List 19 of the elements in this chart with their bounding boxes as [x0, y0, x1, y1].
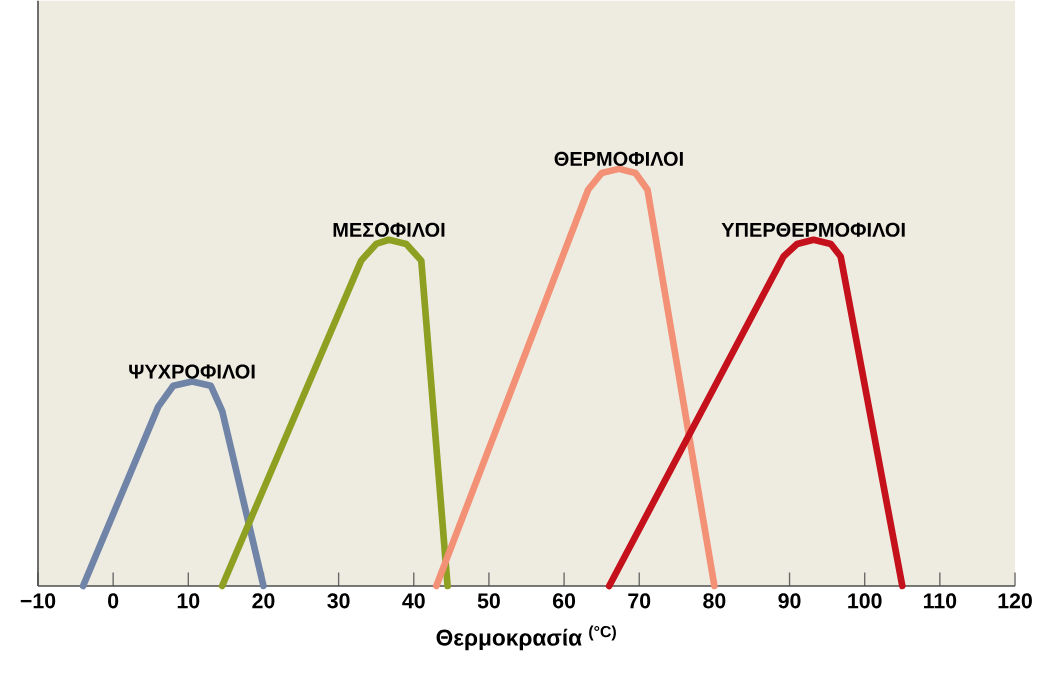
series-label: ΥΠΕΡΘΕΡΜΟΦΙΛΟΙ	[721, 222, 905, 237]
series-label: ΜΕΣΟΦΙΛΟΙ	[333, 222, 445, 237]
x-axis-title: Θερμοκρασία $^{(°C)}$	[436, 625, 616, 651]
x-tick-label: 60	[552, 593, 576, 609]
x-tick-label: 100	[848, 593, 882, 609]
series-label: ΨΥΧΡΟΦΙΛΟΙ	[129, 364, 255, 379]
x-tick-label: −10	[20, 593, 56, 609]
x-tick-label: 0	[108, 593, 119, 609]
x-tick-label: 80	[703, 593, 726, 609]
x-tick-label: 40	[402, 593, 425, 609]
x-tick-label: 10	[177, 593, 200, 609]
x-tick-label: 20	[252, 593, 275, 609]
series-label: ΘΕΡΜΟΦΙΛΟΙ	[554, 151, 683, 166]
x-tick-label: 50	[477, 593, 500, 609]
x-tick-label: 30	[327, 593, 350, 609]
x-tick-label: 110	[924, 593, 957, 609]
x-tick-label: 90	[778, 593, 801, 609]
x-tick-label: 70	[628, 593, 651, 609]
x-tick-label: 120	[998, 593, 1032, 609]
